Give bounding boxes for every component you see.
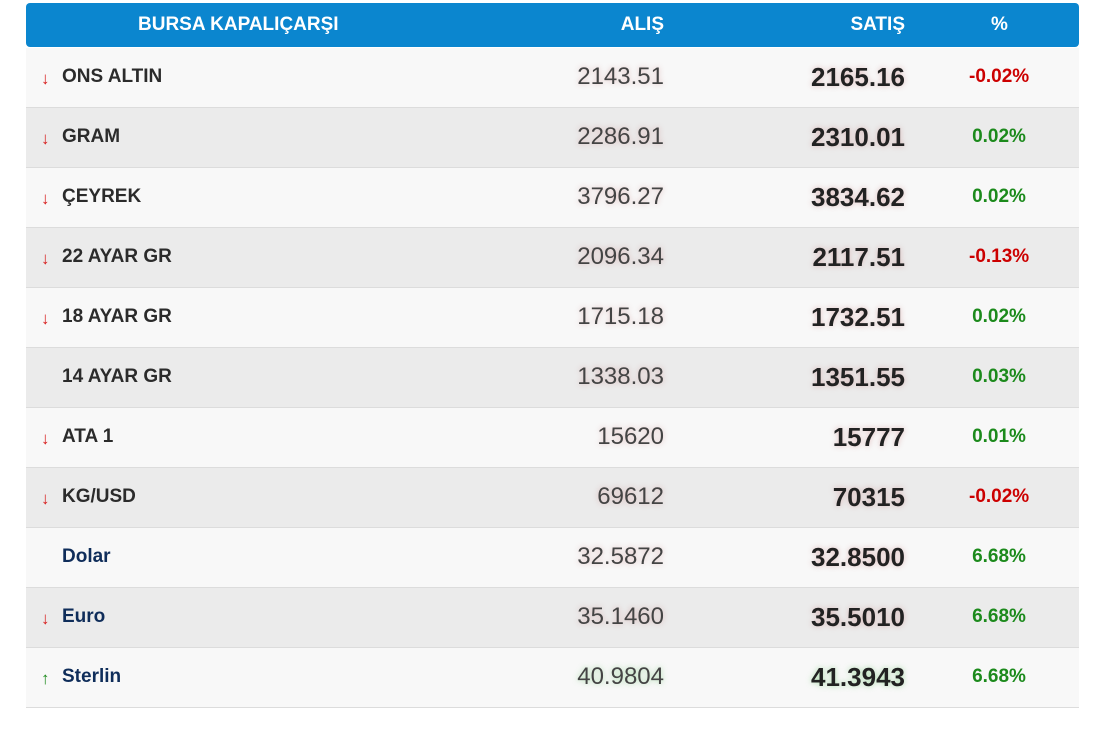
row-buy-price: 2286.91 [577,123,664,150]
table-header: BURSA KAPALIÇARŞI ALIŞ SATIŞ % [26,3,1079,47]
row-buy-price: 2096.34 [577,243,664,270]
arrow-down-icon: ↓ [41,489,50,508]
row-sell-price: 15777 [832,422,905,452]
row-change-percent: -0.02% [969,486,1030,507]
table-row[interactable]: ↓ ONS ALTIN 2143.51 2165.16 -0.02% [26,48,1079,108]
row-sell-price: 70315 [832,482,905,512]
header-sell: SATIŞ [850,14,905,35]
row-name: KG/USD [62,486,136,507]
table-row[interactable]: ↓ GRAM 2286.91 2310.01 0.02% [26,108,1079,168]
row-sell-price: 2165.16 [811,62,905,92]
row-change-percent: 6.68% [972,666,1026,687]
row-name: 18 AYAR GR [62,306,172,327]
arrow-up-icon: ↑ [41,669,50,688]
row-change-percent: 0.02% [972,186,1026,207]
header-name: BURSA KAPALIÇARŞI [138,14,339,35]
row-sell-price: 1351.55 [811,362,905,392]
row-sell-price: 2310.01 [811,122,905,152]
arrow-down-icon: ↓ [41,69,50,88]
row-buy-price: 35.1460 [577,603,664,630]
table-row[interactable]: ↓ Euro 35.1460 35.5010 6.68% [26,588,1079,648]
row-change-percent: 0.03% [972,366,1026,387]
row-name: 22 AYAR GR [62,246,172,267]
row-change-percent: 0.02% [972,126,1026,147]
row-sell-price: 35.5010 [811,602,905,632]
arrow-down-icon: ↓ [41,189,50,208]
row-sell-price: 3834.62 [811,182,905,212]
row-name: Euro [62,606,106,627]
header-buy: ALIŞ [620,14,664,35]
header-percent: % [991,14,1008,35]
table-row[interactable]: ↓ 18 AYAR GR 1715.18 1732.51 0.02% [26,288,1079,348]
row-buy-price: 69612 [597,483,664,510]
table-row[interactable]: ↓ ATA 1 15620 15777 0.01% [26,408,1079,468]
row-change-percent: 6.68% [972,546,1026,567]
row-buy-price: 15620 [597,423,664,450]
row-buy-price: 32.5872 [577,543,664,570]
row-change-percent: 0.02% [972,306,1026,327]
row-sell-price: 2117.51 [812,242,905,272]
table-row[interactable]: ↑ Sterlin 40.9804 41.3943 6.68% [26,648,1079,708]
table-row[interactable]: ↓ ÇEYREK 3796.27 3834.62 0.02% [26,168,1079,228]
price-table-body: ↓ ONS ALTIN 2143.51 2165.16 -0.02% ↓ GRAM 2286.… [26,48,1079,708]
row-name: ÇEYREK [62,186,142,207]
arrow-down-icon: ↓ [41,249,50,268]
table-row[interactable]: 14 AYAR GR 1338.03 1351.55 0.03% [26,348,1079,408]
row-change-percent: 0.01% [972,426,1026,447]
arrow-down-icon: ↓ [41,609,50,628]
row-change-percent: -0.13% [969,246,1030,267]
table-row[interactable]: Dolar 32.5872 32.8500 6.68% [26,528,1079,588]
arrow-down-icon: ↓ [41,309,50,328]
row-sell-price: 1732.51 [811,302,905,332]
row-sell-price: 41.3943 [811,662,905,692]
row-change-percent: -0.02% [969,66,1030,87]
arrow-down-icon: ↓ [41,429,50,448]
row-buy-price: 1715.18 [577,303,664,330]
arrow-down-icon: ↓ [41,129,50,148]
row-buy-price: 2143.51 [577,63,664,90]
market-widget: BURSA KAPALIÇARŞI ALIŞ SATIŞ % ↓ ONS ALTI… [26,3,1079,708]
row-sell-price: 32.8500 [811,542,905,572]
row-name: GRAM [62,126,121,147]
row-name: ATA 1 [62,426,114,447]
row-name: 14 AYAR GR [62,366,172,387]
row-buy-price: 1338.03 [577,363,664,390]
row-buy-price: 40.9804 [577,663,664,690]
row-name: Dolar [62,546,111,567]
table-row[interactable]: ↓ 22 AYAR GR 2096.34 2117.51 -0.13% [26,228,1079,288]
row-name: Sterlin [62,666,122,687]
row-name: ONS ALTIN [62,66,163,87]
row-change-percent: 6.68% [972,606,1026,627]
table-row[interactable]: ↓ KG/USD 69612 70315 -0.02% [26,468,1079,528]
row-buy-price: 3796.27 [577,183,664,210]
